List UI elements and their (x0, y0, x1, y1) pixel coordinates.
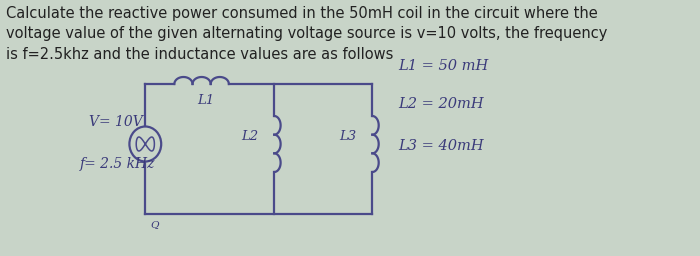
Text: L1 = 50 mH: L1 = 50 mH (398, 59, 488, 73)
Text: L2 = 20mH: L2 = 20mH (398, 97, 484, 111)
Text: Calculate the reactive power consumed in the 50mH coil in the circuit where the
: Calculate the reactive power consumed in… (6, 6, 608, 62)
Text: V= 10V: V= 10V (89, 115, 143, 129)
Text: f= 2.5 kHz: f= 2.5 kHz (80, 157, 155, 171)
Text: L3: L3 (339, 130, 356, 143)
Text: L1: L1 (197, 94, 215, 107)
Text: Q: Q (150, 220, 159, 229)
Text: L3 = 40mH: L3 = 40mH (398, 139, 484, 153)
Text: L2: L2 (241, 130, 258, 143)
